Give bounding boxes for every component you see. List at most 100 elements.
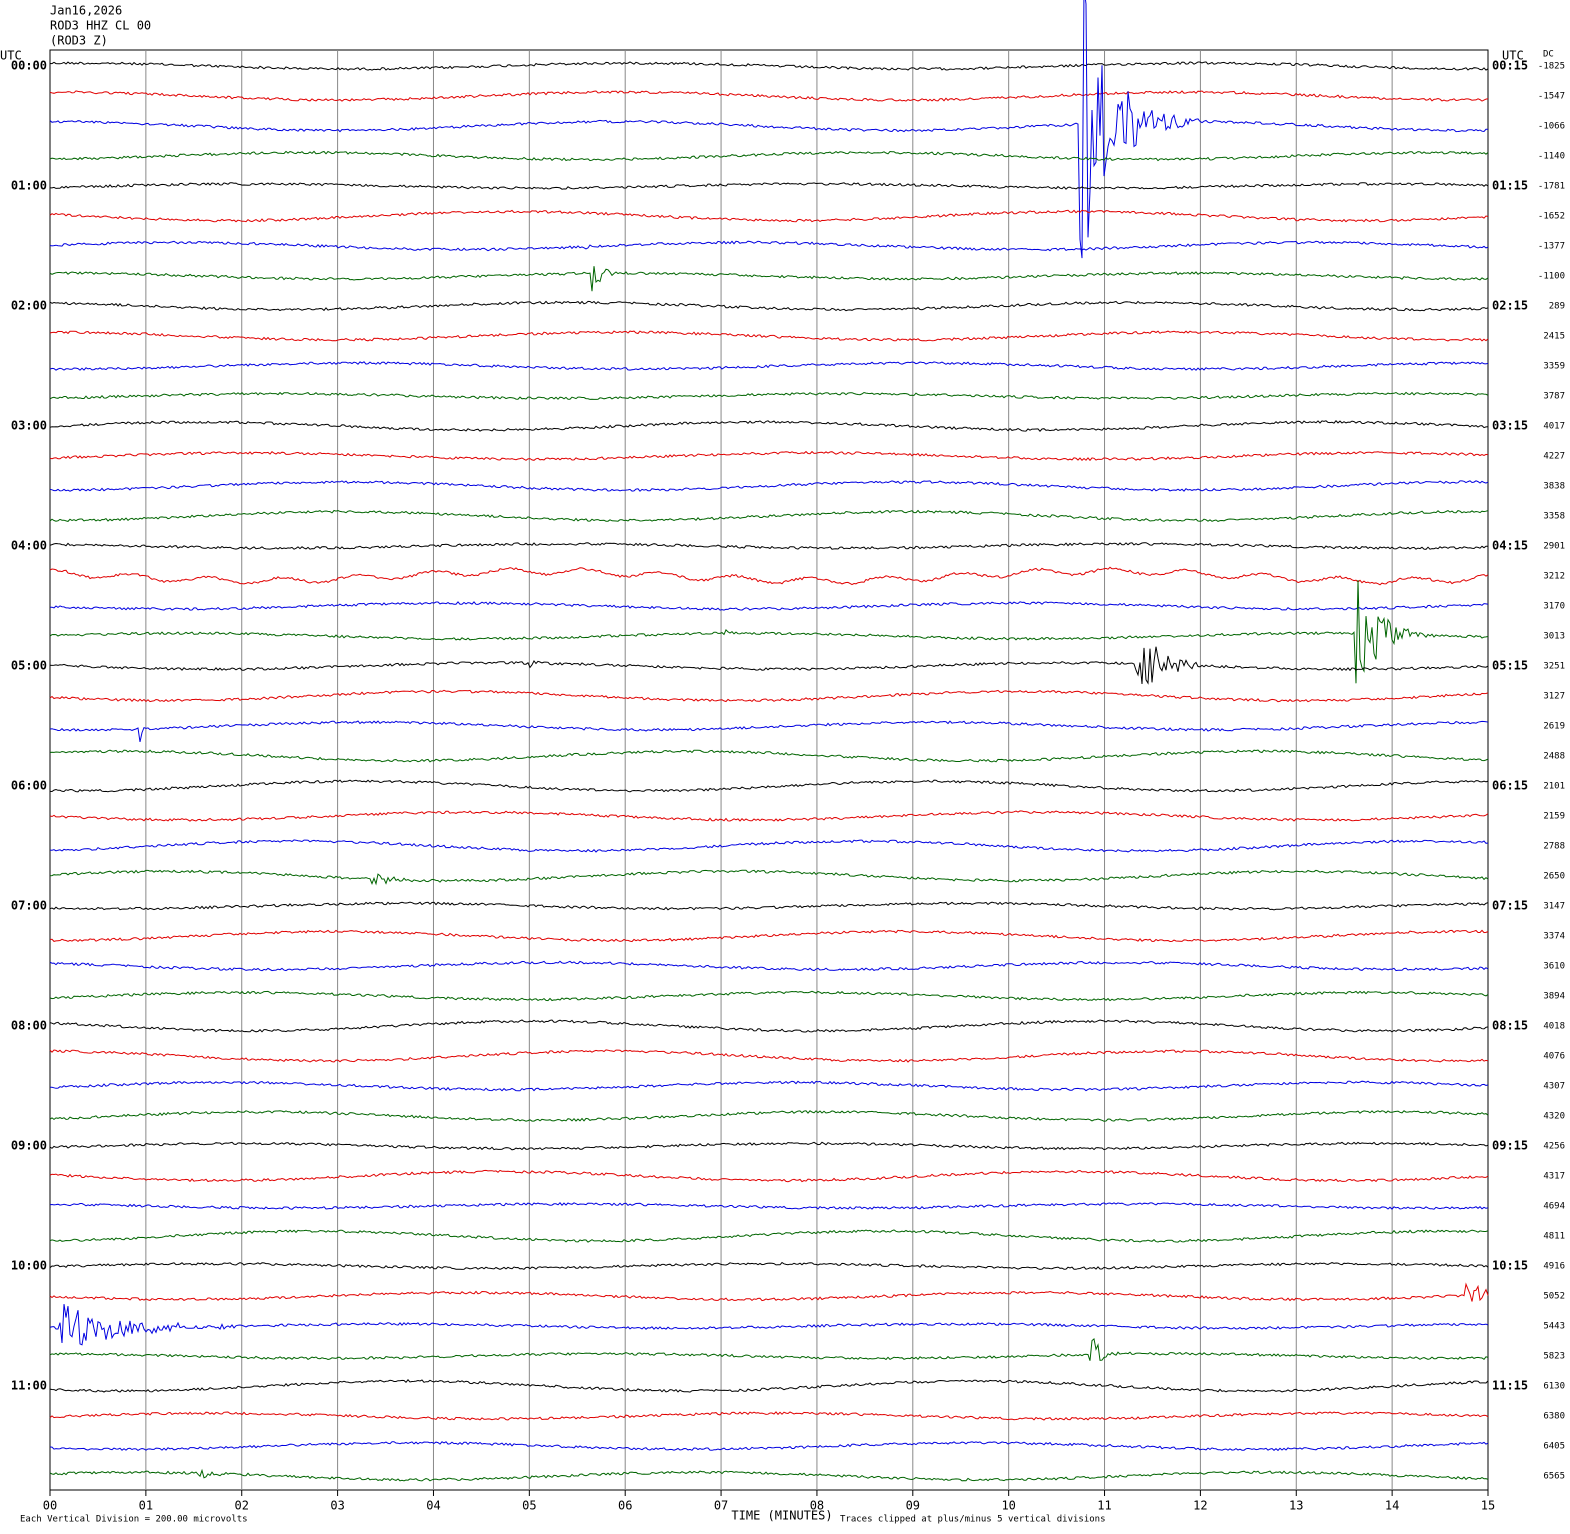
dc-value: 6380 xyxy=(1543,1412,1565,1422)
dc-value: 5443 xyxy=(1543,1322,1565,1332)
trace xyxy=(49,361,1489,371)
dc-value: 4811 xyxy=(1543,1232,1565,1242)
trace xyxy=(49,689,1489,703)
dc-value: 3358 xyxy=(1543,512,1565,522)
dc-value: 4307 xyxy=(1543,1082,1565,1092)
dc-value: -1066 xyxy=(1538,122,1565,132)
x-tick-label: 11 xyxy=(1097,1499,1111,1513)
trace xyxy=(49,646,1489,685)
trace xyxy=(49,1110,1489,1122)
dc-value: 6565 xyxy=(1543,1472,1565,1482)
dc-value: 4018 xyxy=(1543,1022,1565,1032)
dc-value: 3838 xyxy=(1543,482,1565,492)
x-tick-label: 12 xyxy=(1193,1499,1207,1513)
trace xyxy=(49,240,1489,252)
trace xyxy=(49,1379,1489,1393)
x-tick-label: 08 xyxy=(810,1499,824,1513)
dc-value: 3251 xyxy=(1543,662,1565,672)
left-time-label: 03:00 xyxy=(11,419,47,433)
right-time-label: 06:15 xyxy=(1492,779,1528,793)
trace xyxy=(49,1080,1489,1092)
dc-value: -1652 xyxy=(1538,212,1565,222)
trace xyxy=(49,779,1489,793)
trace xyxy=(49,1261,1489,1270)
left-time-label: 04:00 xyxy=(11,539,47,553)
dc-value: 3013 xyxy=(1543,632,1565,642)
trace xyxy=(49,480,1489,492)
x-tick-label: 05 xyxy=(522,1499,536,1513)
trace xyxy=(49,566,1489,586)
right-time-label: 05:15 xyxy=(1492,659,1528,673)
trace xyxy=(49,869,1489,886)
header-station: ROD3 HHZ CL 00 xyxy=(50,19,151,33)
trace xyxy=(49,1202,1489,1210)
x-axis-title: TIME (MINUTES) xyxy=(731,1509,832,1523)
trace xyxy=(49,1337,1489,1361)
left-time-label: 11:00 xyxy=(11,1379,47,1393)
dc-value: 4017 xyxy=(1543,422,1565,432)
trace xyxy=(49,90,1489,102)
dc-value: -1100 xyxy=(1538,272,1565,282)
trace xyxy=(50,601,1489,611)
trace xyxy=(49,0,1489,259)
trace xyxy=(49,1468,1489,1482)
left-time-label: 01:00 xyxy=(11,179,47,193)
trace xyxy=(49,209,1489,223)
trace xyxy=(49,810,1489,822)
right-time-label: 10:15 xyxy=(1492,1259,1528,1273)
right-time-label: 07:15 xyxy=(1492,899,1528,913)
right-time-label: 09:15 xyxy=(1492,1139,1528,1153)
header-date: Jan16,2026 xyxy=(50,4,122,18)
right-time-label: 03:15 xyxy=(1492,419,1528,433)
plot-frame xyxy=(49,49,1489,1491)
dc-value: 4320 xyxy=(1543,1112,1565,1122)
trace xyxy=(49,720,1489,743)
trace xyxy=(49,1304,1489,1346)
dc-value: 6130 xyxy=(1543,1382,1565,1392)
trace xyxy=(49,450,1489,462)
dc-value: 3610 xyxy=(1543,962,1565,972)
trace xyxy=(49,1049,1489,1063)
dc-value: 4076 xyxy=(1543,1052,1565,1062)
clip-note: Traces clipped at plus/minus 5 vertical … xyxy=(840,1515,1106,1525)
x-tick-label: 00 xyxy=(43,1499,57,1513)
dc-value: 5052 xyxy=(1543,1292,1565,1302)
trace xyxy=(49,580,1489,684)
dc-value: -1140 xyxy=(1538,152,1565,162)
left-time-label: 09:00 xyxy=(11,1139,47,1153)
dc-value: 2650 xyxy=(1543,872,1565,882)
dc-value: -1781 xyxy=(1538,182,1565,192)
dc-value: 4916 xyxy=(1543,1262,1565,1272)
header-component: (ROD3 Z) xyxy=(50,34,108,48)
x-tick-label: 01 xyxy=(139,1499,153,1513)
dc-value: 3127 xyxy=(1543,692,1565,702)
trace xyxy=(49,990,1489,1002)
trace xyxy=(49,330,1489,342)
right-time-label: 02:15 xyxy=(1492,299,1528,313)
dc-value: 5823 xyxy=(1543,1352,1565,1362)
right-time-label: 08:15 xyxy=(1492,1019,1528,1033)
right-time-label: 04:15 xyxy=(1492,539,1528,553)
x-tick-label: 02 xyxy=(235,1499,249,1513)
trace xyxy=(49,960,1489,972)
scale-note: Each Vertical Division = 200.00 microvol… xyxy=(20,1515,248,1525)
trace xyxy=(49,1411,1489,1421)
dc-value: 289 xyxy=(1549,302,1565,312)
x-tick-label: 09 xyxy=(906,1499,920,1513)
dc-value: 2788 xyxy=(1543,842,1565,852)
trace xyxy=(49,749,1489,763)
trace xyxy=(49,1141,1489,1151)
trace xyxy=(49,929,1489,943)
right-time-label: 01:15 xyxy=(1492,179,1528,193)
trace xyxy=(49,266,1489,292)
dc-value: 2415 xyxy=(1543,332,1565,342)
trace xyxy=(49,542,1489,550)
dc-value: 4256 xyxy=(1543,1142,1565,1152)
dc-value: 2488 xyxy=(1543,752,1565,762)
right-time-label: 00:15 xyxy=(1492,59,1528,73)
trace xyxy=(49,391,1489,400)
dc-value: -1377 xyxy=(1538,242,1565,252)
trace xyxy=(49,1441,1489,1452)
